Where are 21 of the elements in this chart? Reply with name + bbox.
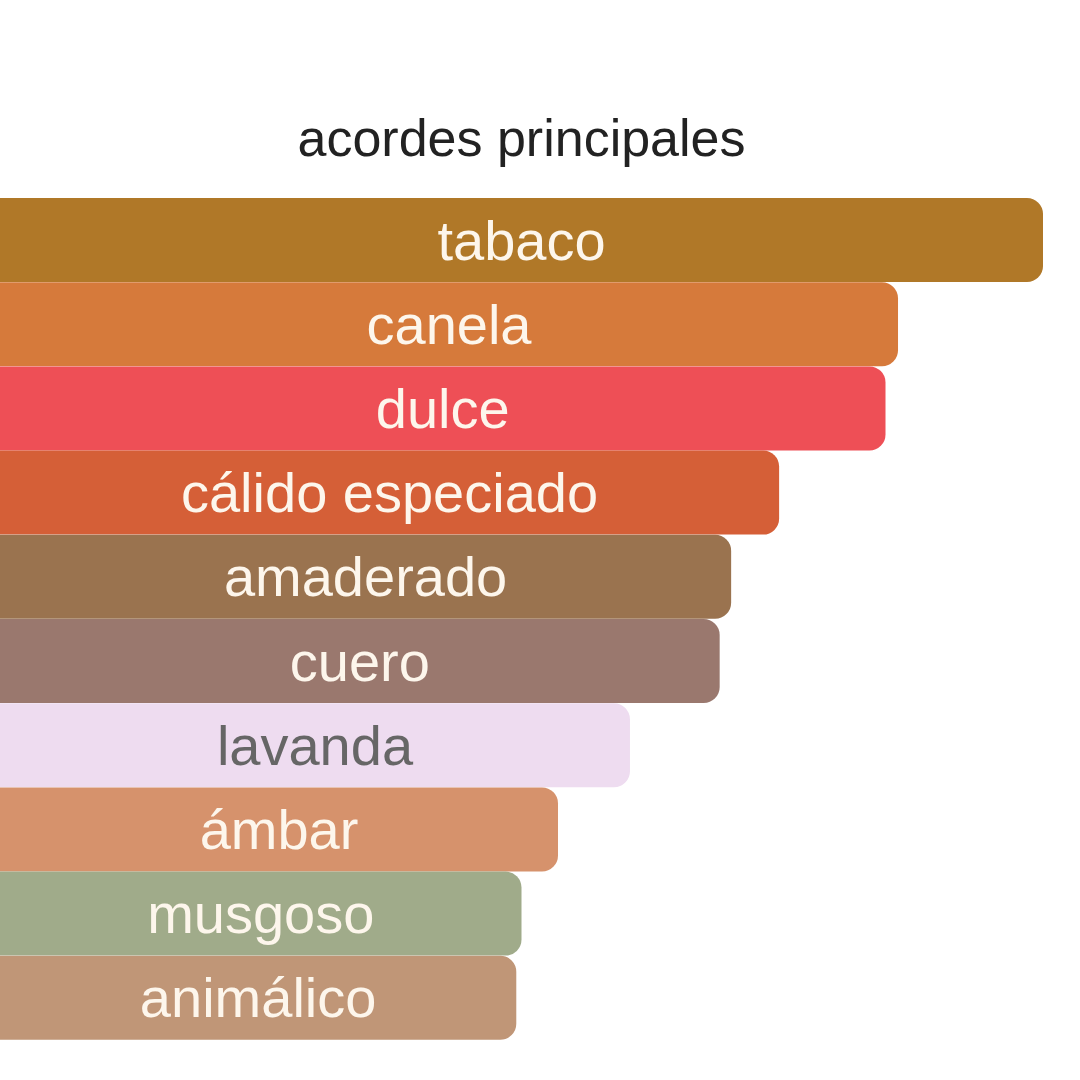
bar bbox=[0, 198, 1043, 282]
y-tick-label: cálido especiado bbox=[180, 461, 599, 525]
y-tick-label: amaderado bbox=[223, 545, 508, 609]
bar bbox=[0, 450, 780, 535]
bar bbox=[0, 282, 899, 367]
bar bbox=[0, 619, 720, 703]
y-tick-label: cuero bbox=[289, 629, 430, 693]
bar bbox=[0, 534, 732, 619]
chart-title: acordes principales bbox=[296, 108, 747, 169]
y-tick-label: tabaco bbox=[437, 208, 606, 272]
y-tick-label: animálico bbox=[139, 966, 377, 1030]
bar bbox=[0, 366, 886, 451]
y-tick-label: musgoso bbox=[147, 882, 375, 946]
y-tick-label: lavanda bbox=[216, 713, 414, 777]
bar bbox=[0, 871, 522, 956]
y-tick-label: canela bbox=[366, 292, 533, 356]
y-tick-label: ámbar bbox=[199, 797, 359, 861]
y-tick-label: dulce bbox=[375, 376, 510, 440]
bar bbox=[0, 955, 517, 1040]
bar bbox=[0, 703, 630, 788]
bar bbox=[0, 787, 559, 872]
